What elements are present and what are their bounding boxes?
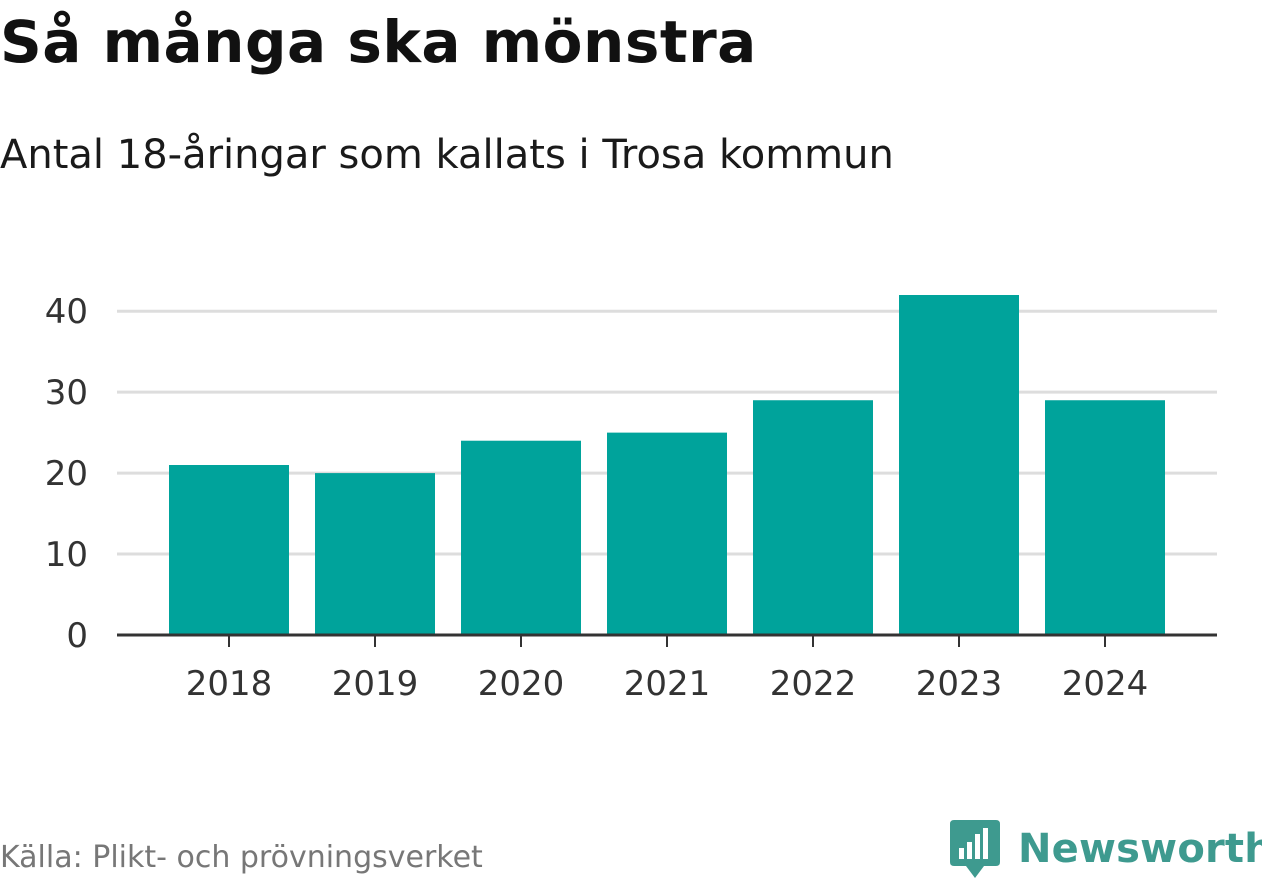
x-tick-label: 2019	[332, 664, 419, 704]
bar-2018	[169, 465, 289, 635]
x-tick-label: 2018	[186, 664, 273, 704]
source-note: Källa: Plikt- och prövningsverket	[0, 840, 483, 875]
y-tick-label: 30	[45, 373, 88, 413]
x-tick-label: 2022	[770, 664, 857, 704]
chart-subtitle: Antal 18-åringar som kallats i Trosa kom…	[0, 132, 894, 178]
brand-logo: Newsworthy	[950, 818, 1262, 880]
y-axis-ticks: 0 10 20 30 40	[45, 292, 88, 656]
bar-2023	[899, 295, 1019, 635]
y-tick-label: 40	[45, 292, 88, 332]
x-tick-label: 2021	[624, 664, 711, 704]
chart-title: Så många ska mönstra	[0, 8, 757, 76]
y-tick-label: 10	[45, 535, 88, 575]
bar-2019	[315, 473, 435, 635]
bars	[169, 295, 1165, 635]
brand-name: Newsworthy	[1018, 826, 1262, 872]
bar-2024	[1045, 400, 1165, 635]
x-axis-ticks: 2018 2019 2020 2021 2022 2023 2024	[186, 635, 1149, 704]
y-tick-label: 0	[66, 616, 88, 656]
x-tick-label: 2024	[1062, 664, 1149, 704]
x-tick-label: 2023	[916, 664, 1003, 704]
bar-chart-badge-icon	[950, 820, 1000, 878]
bar-2022	[753, 400, 873, 635]
x-tick-label: 2020	[478, 664, 565, 704]
bar-2020	[461, 440, 581, 635]
y-tick-label: 20	[45, 454, 88, 494]
bar-2021	[607, 432, 727, 635]
